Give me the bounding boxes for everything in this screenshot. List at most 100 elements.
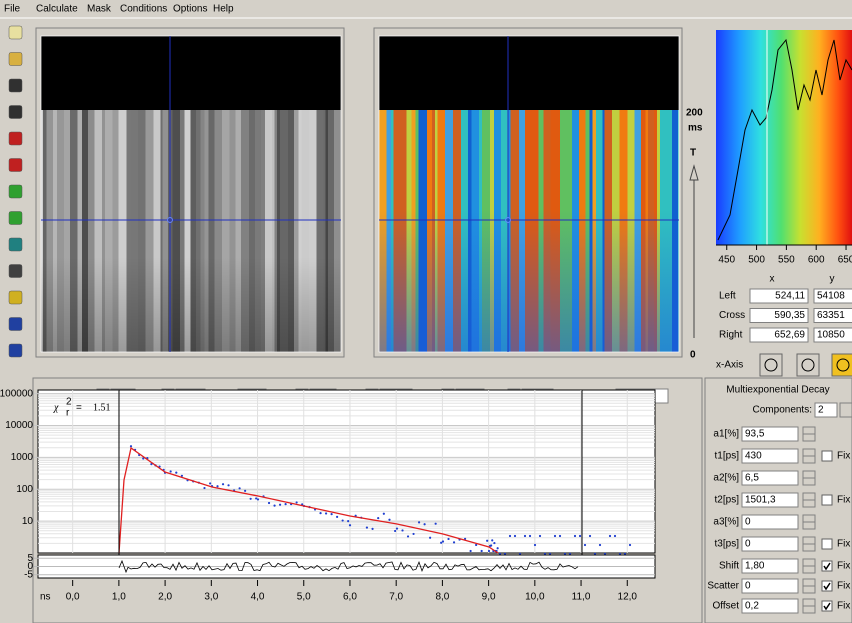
toolbar-button[interactable] xyxy=(9,185,22,198)
x-tick-label: 11,0 xyxy=(572,592,591,603)
toolbar-button[interactable] xyxy=(9,159,22,172)
image-frame xyxy=(36,28,344,357)
image-border xyxy=(379,36,679,352)
fix-checkbox[interactable] xyxy=(822,495,832,505)
readout-x: 590,35 xyxy=(774,310,805,321)
menu-item[interactable]: Calculate xyxy=(36,4,78,15)
data-point xyxy=(497,547,499,549)
y-tick-label: 100 xyxy=(16,484,33,495)
toolbar-button[interactable] xyxy=(9,26,22,39)
fix-checkbox[interactable] xyxy=(822,561,832,571)
data-point xyxy=(347,520,349,522)
y-tick-label: 1000 xyxy=(11,452,34,463)
data-point xyxy=(524,535,526,537)
ui-overlay: File Calculate Mask Conditions Options Help 2 0… xyxy=(0,0,852,623)
data-point xyxy=(488,550,490,552)
param-value: 6,5 xyxy=(745,473,759,484)
toolbar-button[interactable] xyxy=(9,344,22,357)
param-value: 1501,3 xyxy=(745,495,776,506)
data-point xyxy=(394,530,396,532)
param-label: a2[%] xyxy=(713,473,739,484)
x-tick-label: 2,0 xyxy=(158,592,172,603)
x-tick-label: 4,0 xyxy=(251,592,265,603)
data-point xyxy=(424,523,426,525)
chi-sup: 2 xyxy=(66,397,72,408)
x-unit: ns xyxy=(40,592,51,603)
readout-x: 524,11 xyxy=(775,291,805,302)
param-value: 0 xyxy=(745,517,751,528)
spin-button[interactable] xyxy=(840,403,852,417)
menu-item[interactable]: Options xyxy=(173,4,207,15)
toolbar-button[interactable] xyxy=(9,212,22,225)
y-tick-label: 100000 xyxy=(0,388,33,399)
toolbar-button[interactable] xyxy=(9,53,22,66)
toolbar-button[interactable] xyxy=(9,265,22,278)
image-border xyxy=(41,36,341,352)
data-point xyxy=(216,485,218,487)
param-label: Offset xyxy=(713,601,740,612)
x-tick-label: 9,0 xyxy=(482,592,496,603)
fix-label: Fix xyxy=(837,561,850,572)
data-point xyxy=(371,528,373,530)
time-arrow xyxy=(690,166,698,180)
menu-item[interactable]: Help xyxy=(213,4,234,15)
data-point xyxy=(574,535,576,537)
column-header: y xyxy=(830,274,835,285)
data-point xyxy=(418,521,420,523)
x-tick-label: 12,0 xyxy=(618,592,638,603)
fix-label: Fix xyxy=(837,451,850,462)
data-point xyxy=(336,516,338,518)
axis-button[interactable] xyxy=(797,354,819,376)
spectrum-tick-label: 450 xyxy=(718,255,735,266)
toolbar-button[interactable] xyxy=(9,291,22,304)
toolbar-button[interactable] xyxy=(9,132,22,145)
fix-checkbox[interactable] xyxy=(822,601,832,611)
data-point xyxy=(579,535,581,537)
toolbar-button[interactable] xyxy=(9,318,22,331)
data-point xyxy=(529,535,531,537)
x-axis-label: x-Axis xyxy=(716,360,743,371)
components-value: 2 xyxy=(818,405,824,416)
x-tick-label: 6,0 xyxy=(343,592,357,603)
data-point xyxy=(559,535,561,537)
data-point xyxy=(514,535,516,537)
fix-checkbox[interactable] xyxy=(822,539,832,549)
x-tick-label: 5,0 xyxy=(297,592,311,603)
toolbar-button[interactable] xyxy=(9,238,22,251)
data-point xyxy=(383,513,385,515)
menu-item[interactable]: Conditions xyxy=(120,4,167,15)
fix-label: Fix xyxy=(837,539,850,550)
param-label: a3[%] xyxy=(713,517,739,528)
readout-y: 54108 xyxy=(817,291,845,302)
axis-button[interactable] xyxy=(760,354,782,376)
fix-checkbox[interactable] xyxy=(822,581,832,591)
data-point xyxy=(447,538,449,540)
fit-title: Multiexponential Decay xyxy=(726,385,829,396)
menu-item[interactable]: Mask xyxy=(87,4,112,15)
data-point xyxy=(509,535,511,537)
data-point xyxy=(377,517,379,519)
menu-item[interactable]: File xyxy=(4,4,21,15)
toolbar-button[interactable] xyxy=(9,106,22,119)
x-tick-label: 0,0 xyxy=(66,592,80,603)
data-point xyxy=(453,541,455,543)
spectrum-tick-label: 650 xyxy=(838,255,852,266)
data-point xyxy=(412,533,414,535)
param-value: 93,5 xyxy=(745,429,765,440)
toolbar-button[interactable] xyxy=(9,79,22,92)
data-point xyxy=(170,470,172,472)
param-label: t1[ps] xyxy=(715,451,740,462)
data-point xyxy=(407,535,409,537)
param-value: 430 xyxy=(745,451,762,462)
spectrum-curve xyxy=(718,40,852,240)
data-point xyxy=(325,512,327,514)
data-point xyxy=(401,529,403,531)
param-label: t3[ps] xyxy=(715,539,740,550)
time-unit: ms xyxy=(688,123,703,134)
param-value: 0 xyxy=(745,581,751,592)
x-tick-label: 1,0 xyxy=(112,592,126,603)
time-axis-label: T xyxy=(690,148,696,159)
fix-checkbox[interactable] xyxy=(822,451,832,461)
data-point xyxy=(486,540,488,542)
data-point xyxy=(130,445,132,447)
